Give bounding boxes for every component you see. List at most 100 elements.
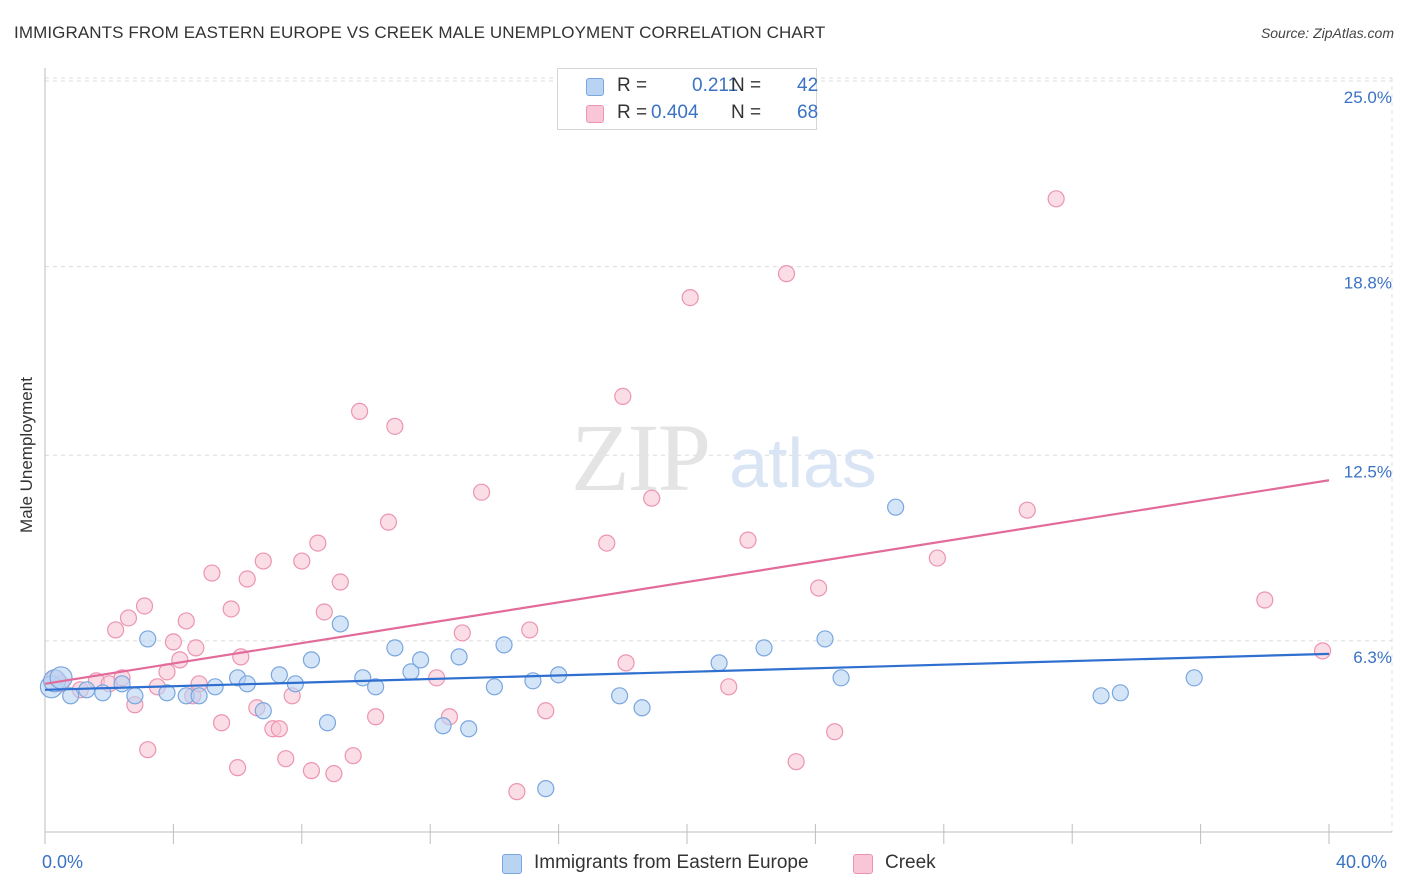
point-eastern-europe [495, 636, 513, 654]
point-eastern-europe [139, 630, 157, 648]
bottom-legend-swatch-pink [853, 854, 873, 874]
point-creek [139, 741, 157, 759]
point-creek [164, 633, 182, 651]
point-creek [270, 720, 288, 738]
point-creek [107, 621, 125, 639]
point-creek [777, 265, 796, 283]
point-eastern-europe [190, 687, 208, 705]
point-eastern-europe [158, 684, 176, 702]
point-eastern-europe [633, 699, 651, 717]
point-creek [277, 750, 295, 768]
point-eastern-europe [755, 639, 773, 657]
point-eastern-europe [710, 654, 728, 672]
legend-n-value: 42 [797, 75, 819, 96]
point-creek [315, 603, 333, 621]
legend-n-label: N = [731, 75, 762, 96]
point-creek [302, 762, 321, 780]
bottom-legend-label: Immigrants from Eastern Europe [534, 852, 809, 873]
series-eastern-europe-points [39, 498, 1203, 798]
point-creek [1047, 190, 1065, 208]
point-creek [1018, 501, 1036, 519]
point-creek [521, 621, 539, 639]
point-creek [187, 639, 205, 657]
trend-line-eastern-europe [44, 652, 1330, 691]
point-eastern-europe [1185, 669, 1203, 687]
watermark-zip: ZIP [571, 404, 709, 511]
axis-layer [44, 68, 1392, 844]
point-eastern-europe [126, 687, 144, 705]
point-creek [617, 654, 635, 672]
legend-n-value: 68 [797, 102, 819, 123]
point-eastern-europe [450, 648, 468, 666]
legend-swatch-pink [586, 105, 604, 123]
y-tick-label: 6.3% [1353, 648, 1392, 667]
point-eastern-europe [887, 498, 905, 516]
trend-line-creek [44, 479, 1330, 685]
y-tick-label: 25.0% [1344, 88, 1392, 107]
legend-r-value: 0.404 [651, 102, 699, 123]
legend-swatch-blue [586, 78, 604, 96]
x-tick-label-min: 0.0% [42, 852, 84, 872]
point-eastern-europe [1111, 684, 1129, 702]
point-creek [350, 402, 369, 420]
point-creek [537, 702, 555, 720]
point-eastern-europe [460, 720, 478, 738]
point-creek [222, 600, 240, 618]
point-creek [826, 723, 844, 741]
point-eastern-europe [302, 651, 321, 669]
legend-r-value: 0.211 [692, 75, 739, 96]
point-eastern-europe [62, 687, 80, 705]
point-eastern-europe [832, 669, 850, 687]
point-eastern-europe [610, 687, 629, 705]
point-creek [212, 714, 231, 732]
point-creek [119, 609, 138, 627]
y-axis-title: Male Unemployment [17, 377, 36, 533]
point-eastern-europe [254, 702, 272, 720]
correlation-legend: R = 0.211 N = 42 R = 0.404 N = 68 [557, 68, 819, 130]
point-eastern-europe [816, 630, 834, 648]
point-creek [135, 597, 154, 615]
point-eastern-europe [367, 678, 385, 696]
grid-layer [45, 77, 1393, 832]
point-creek [386, 417, 404, 435]
point-creek [293, 552, 311, 570]
point-creek [681, 288, 699, 307]
point-creek [614, 387, 632, 405]
point-creek [810, 579, 828, 597]
point-creek [643, 489, 661, 507]
point-creek [453, 624, 471, 642]
point-creek [787, 753, 805, 771]
point-creek [238, 570, 256, 588]
point-creek [325, 765, 343, 783]
point-eastern-europe [485, 678, 503, 696]
point-eastern-europe [113, 675, 131, 693]
point-eastern-europe [386, 639, 404, 657]
point-creek [720, 678, 738, 696]
watermark: ZIP atlas [571, 404, 877, 511]
y-tick-label: 12.5% [1344, 462, 1392, 481]
legend-r-label: R = [617, 102, 648, 123]
chart-title: IMMIGRANTS FROM EASTERN EUROPE VS CREEK … [14, 23, 826, 42]
point-creek [331, 573, 349, 591]
bottom-legend-swatch-blue [502, 854, 522, 874]
point-eastern-europe [411, 651, 430, 669]
point-creek [344, 747, 362, 765]
point-eastern-europe [270, 666, 288, 684]
point-creek [472, 483, 491, 501]
point-creek [177, 612, 195, 630]
y-tick-labels: 6.3% 12.5% 18.8% 25.0% [1344, 88, 1392, 667]
point-creek [254, 552, 272, 570]
point-creek [598, 534, 616, 552]
point-eastern-europe [434, 717, 452, 735]
y-tick-label: 18.8% [1344, 274, 1392, 293]
point-eastern-europe [318, 714, 337, 732]
bottom-legend-label: Creek [885, 852, 936, 873]
point-creek [367, 708, 385, 726]
point-eastern-europe [331, 615, 349, 633]
watermark-atlas: atlas [729, 424, 877, 502]
source-credit: Source: ZipAtlas.com [1260, 25, 1394, 41]
point-eastern-europe [49, 666, 73, 690]
point-creek [739, 531, 757, 549]
point-creek [1313, 642, 1332, 660]
